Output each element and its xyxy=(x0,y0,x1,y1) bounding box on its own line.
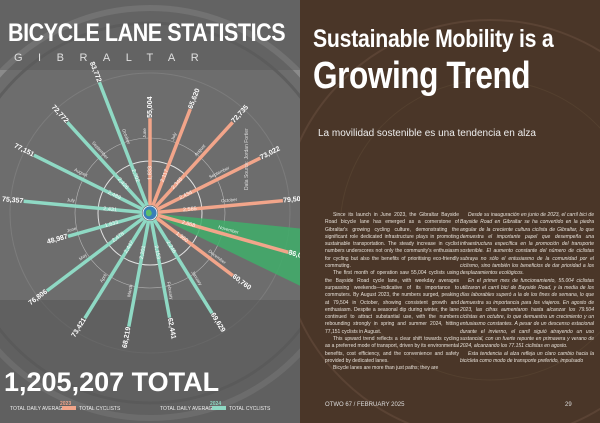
legend-2023-swatch xyxy=(62,406,76,410)
month-label: July xyxy=(67,197,76,203)
legend-2024-swatch xyxy=(212,406,226,410)
daily-average-label: 2,117 xyxy=(160,169,170,184)
spoke-bar xyxy=(83,218,148,320)
daily-average-label: 2,153 xyxy=(153,245,161,260)
legend-2023-year: 2023 xyxy=(60,401,72,407)
page-footer: OTWO 67 / FEBRUARY 2025 xyxy=(325,402,405,408)
spoke-bar xyxy=(157,198,284,215)
month-label: March xyxy=(126,284,133,298)
total-value-label: 76,806 xyxy=(28,288,49,307)
daily-average-label: 2,868 xyxy=(181,220,196,230)
spoke-bar xyxy=(97,81,149,207)
legend-2024-total-label: TOTAL CYCLISTS xyxy=(229,406,271,412)
total-value-label: 77,151 xyxy=(13,143,35,159)
spoke-bar xyxy=(154,121,234,209)
english-paragraph: This upward trend reflects a clear shift… xyxy=(325,336,459,364)
spoke-bar xyxy=(127,220,151,327)
daily-average-label: 2,489 xyxy=(106,190,121,202)
english-paragraph: Bicycle lanes are more than just paths; … xyxy=(333,365,439,372)
total-value-label: 68,219 xyxy=(122,326,133,348)
bicycle-wheel-background xyxy=(0,5,300,423)
spoke-bar xyxy=(33,153,144,212)
total-value-label: 65,620 xyxy=(187,88,201,111)
radial-bar-chart: 1,833June55,0042,117July65,6202,346Augus… xyxy=(2,61,300,349)
data-source-credit: Data Source: Jordan Fortier xyxy=(244,128,250,190)
spoke-bar xyxy=(45,216,145,293)
total-value-label: 73,421 xyxy=(71,317,88,339)
spanish-paragraph: Desde su inauguración en junio de 2023, … xyxy=(460,212,594,277)
spoke-bar xyxy=(152,218,214,315)
daily-average-label: 2,201 xyxy=(139,245,147,260)
spoke-bar xyxy=(23,199,143,215)
article-heading: Sustainable Mobility is a Growing Trend xyxy=(313,24,598,98)
total-value-label: 83,772 xyxy=(88,61,102,84)
chart-subtitle: GIBRALTAR xyxy=(14,52,215,64)
spoke-bar xyxy=(151,108,192,207)
spoke-bar xyxy=(67,213,143,239)
legend-2023-total-label: TOTAL CYCLISTS xyxy=(79,406,121,412)
month-label: June xyxy=(142,128,147,138)
spoke-bar xyxy=(156,156,262,212)
total-value-label: 48,987 xyxy=(46,233,69,246)
total-value-label: 73,022 xyxy=(259,146,281,162)
daily-average-label: 1,633 xyxy=(104,220,119,230)
total-value-label: 55,004 xyxy=(147,96,154,118)
month-label: June xyxy=(66,226,77,234)
total-value-label: 79,504 xyxy=(283,196,300,205)
total-value-label: 60,760 xyxy=(231,273,252,292)
daily-average-label: 1,833 xyxy=(147,166,153,180)
daily-average-label: 2,434 xyxy=(179,190,194,202)
wheel-decoration xyxy=(300,19,600,423)
english-column: Since its launch in June 2023, the Gibra… xyxy=(325,212,459,373)
total-value-label: 72,735 xyxy=(231,104,251,125)
daily-average-label: 2,431 xyxy=(103,206,117,213)
legend-2024: 2024 TOTAL DAILY AVERAGE TOTAL CYCLISTS xyxy=(160,401,300,415)
heading-line-2: Growing Trend xyxy=(313,55,531,97)
month-label: February xyxy=(166,281,174,300)
page-number: 29 xyxy=(565,402,572,408)
month-label: October xyxy=(221,197,238,204)
legend-2023: 2023 TOTAL DAILY AVERAGE TOTAL CYCLISTS xyxy=(10,401,150,415)
chart-title: BICYCLE LANE STATISTICS xyxy=(8,19,286,47)
english-paragraph: Since its launch in June 2023, the Gibra… xyxy=(325,212,459,270)
spoke-bar xyxy=(149,220,172,319)
spanish-tagline: La movilidad sostenible es una tendencia… xyxy=(318,128,536,139)
heading-line-1: Sustainable Mobility is a xyxy=(313,25,554,53)
english-paragraph: The first month of operation saw 55,004 … xyxy=(325,270,459,335)
month-label: November xyxy=(218,224,240,235)
month-label: August xyxy=(73,167,88,178)
spanish-paragraph: En el primer mes de funcionamiento, 55.0… xyxy=(460,277,594,350)
month-label: July xyxy=(170,131,178,141)
daily-average-label: 2,447 xyxy=(123,240,135,255)
daily-average-label: 2,702 xyxy=(130,168,141,183)
daily-average-label: 2,565 xyxy=(183,206,197,213)
daily-average-label: 2,478 xyxy=(111,231,126,244)
grand-total: 1,205,207 TOTAL xyxy=(4,367,220,397)
month-label: April xyxy=(99,273,108,283)
legend-2023-daily-label: TOTAL DAILY AVERAGE xyxy=(10,406,66,412)
total-value-label: 69,629 xyxy=(209,312,226,334)
spanish-paragraph: Esta tendencia al alza refleja un claro … xyxy=(460,350,594,364)
spanish-column: Desde su inauguración en junio de 2023, … xyxy=(460,212,594,365)
spoke-bar xyxy=(157,213,289,255)
total-value-label: 62,441 xyxy=(166,317,177,339)
total-value-label: 72,772 xyxy=(50,104,70,125)
left-page: 1,833 June 55,004 2,117 July 65,620 2,346 Augus… xyxy=(0,0,300,423)
month-label: May xyxy=(78,252,88,262)
legend-2024-year: 2024 xyxy=(210,401,222,407)
legend-2024-daily-label: TOTAL DAILY AVERAGE xyxy=(160,406,216,412)
total-value-label: 75,357 xyxy=(2,196,24,205)
highlight-wedge xyxy=(150,213,300,286)
right-page xyxy=(300,0,600,423)
spoke-bar xyxy=(155,216,234,277)
month-label: October xyxy=(121,128,132,145)
globe-land xyxy=(146,209,152,217)
spoke-bar xyxy=(65,121,146,209)
daily-average-label: 2,246 xyxy=(164,240,176,255)
daily-average-label: 1,960 xyxy=(174,231,189,244)
